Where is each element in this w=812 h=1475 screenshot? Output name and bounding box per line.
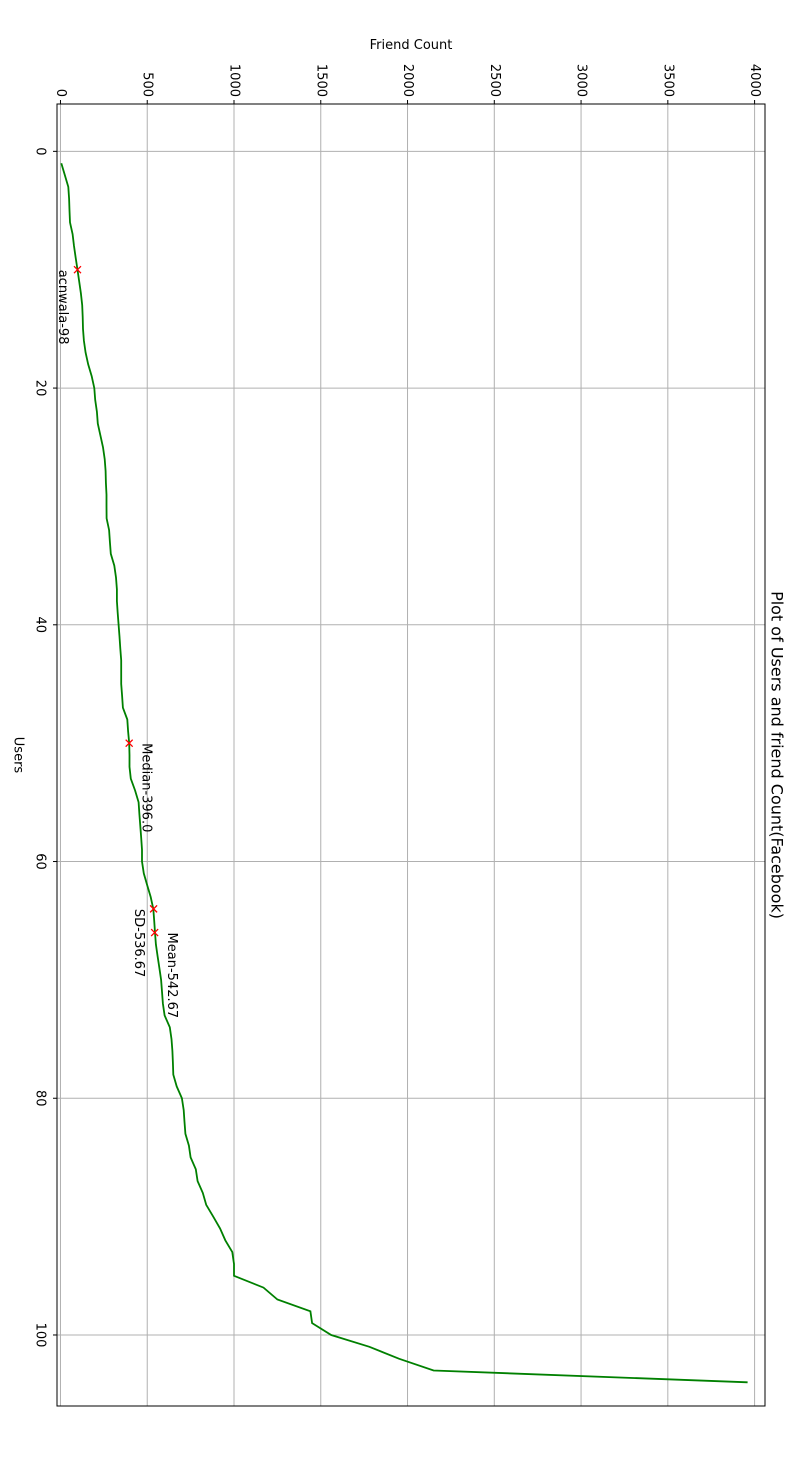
tick-label-users: 100 xyxy=(33,1323,48,1348)
plot-frame xyxy=(56,103,766,1407)
grid-lines xyxy=(57,104,765,1406)
series-group xyxy=(60,162,748,1384)
marker-x xyxy=(73,265,82,274)
chart-title: Plot of Users and friend Count(Facebook) xyxy=(768,591,787,919)
tick-label-friend-count: 1000 xyxy=(227,64,242,97)
labels-group: Users Friend Count Plot of Users and frien… xyxy=(11,38,787,919)
tick-label-friend-count: 500 xyxy=(140,72,155,97)
tick-label-friend-count: 4000 xyxy=(747,64,762,97)
marker-x xyxy=(125,739,134,748)
tick-label-users: 20 xyxy=(33,380,48,397)
tick-label-friend-count: 3500 xyxy=(660,64,675,97)
marker-label: SD-536.67 xyxy=(131,909,146,977)
marker-label: Median-396.0 xyxy=(139,743,154,832)
tick-label-friend-count: 3000 xyxy=(574,64,589,97)
series-line xyxy=(60,162,748,1384)
marker-x xyxy=(149,904,158,913)
tick-label-users: 60 xyxy=(33,853,48,870)
tick-label-friend-count: 1500 xyxy=(313,64,328,97)
marker-label: acnwala-98 xyxy=(55,270,70,345)
tick-label-users: 80 xyxy=(33,1090,48,1107)
marker-label: Mean-542.67 xyxy=(164,933,179,1019)
tick-label-users: 40 xyxy=(33,617,48,634)
markers-group: acnwala-98 Median-396.0 SD-536.67 Mean-542.… xyxy=(55,265,179,1019)
tick-label-friend-count: 2500 xyxy=(487,64,502,97)
tick-label-users: 0 xyxy=(33,147,48,155)
x-axis-label: Users xyxy=(11,737,26,774)
marker-x xyxy=(150,928,159,937)
tick-label-friend-count: 0 xyxy=(53,89,68,97)
tick-label-friend-count: 2000 xyxy=(400,64,415,97)
y-axis-label: Friend Count xyxy=(370,38,453,53)
